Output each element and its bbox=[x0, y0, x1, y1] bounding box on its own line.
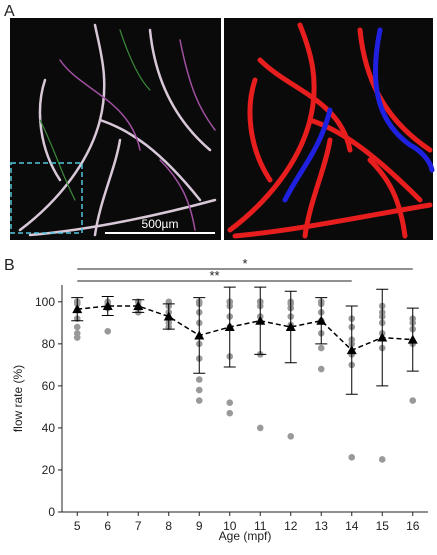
comparison-label: ** bbox=[209, 268, 219, 283]
data-point bbox=[195, 376, 203, 383]
data-point bbox=[378, 456, 386, 463]
data-point bbox=[256, 424, 264, 432]
data-point bbox=[317, 344, 325, 352]
y-tick-label: 60 bbox=[42, 379, 56, 393]
mean-marker bbox=[194, 330, 205, 340]
data-point bbox=[104, 327, 112, 335]
x-tick-label: 5 bbox=[74, 519, 81, 533]
x-tick-label: 6 bbox=[104, 519, 111, 533]
data-point bbox=[195, 386, 203, 394]
data-point bbox=[348, 454, 356, 461]
y-axis-label: flow rate (%) bbox=[11, 365, 25, 432]
panel-label: A bbox=[4, 3, 15, 20]
data-point bbox=[317, 365, 325, 373]
x-axis-label: Age (mpf) bbox=[219, 529, 272, 543]
x-tick-label: 16 bbox=[406, 519, 420, 533]
y-tick-label: 80 bbox=[42, 337, 56, 351]
mean-marker bbox=[346, 345, 357, 355]
x-tick-label: 12 bbox=[284, 519, 298, 533]
x-tick-label: 15 bbox=[376, 519, 390, 533]
scale-bar-label: 500µm bbox=[142, 217, 179, 231]
data-point bbox=[195, 397, 203, 404]
x-tick-label: 13 bbox=[315, 519, 329, 533]
mean-marker bbox=[72, 304, 83, 314]
data-point bbox=[226, 409, 234, 417]
x-tick-label: 14 bbox=[345, 519, 359, 533]
mean-line bbox=[77, 305, 413, 352]
mean-marker bbox=[255, 315, 266, 325]
mean-marker bbox=[224, 322, 235, 332]
mean-marker bbox=[377, 332, 388, 342]
panel-label: B bbox=[4, 257, 15, 274]
x-tick-label: 8 bbox=[165, 519, 172, 533]
mean-marker bbox=[407, 334, 418, 344]
y-tick-label: 100 bbox=[35, 295, 55, 309]
x-tick-label: 7 bbox=[135, 519, 142, 533]
data-point bbox=[226, 399, 234, 407]
mean-marker bbox=[285, 322, 296, 332]
comparison-label: * bbox=[242, 256, 247, 271]
mean-marker bbox=[102, 301, 113, 311]
micrograph-left: 500µm bbox=[10, 18, 221, 240]
data-point bbox=[409, 397, 417, 404]
data-point bbox=[73, 334, 81, 341]
mean-marker bbox=[133, 301, 144, 311]
mean-marker bbox=[163, 311, 174, 321]
y-tick-label: 40 bbox=[42, 421, 56, 435]
y-tick-label: 20 bbox=[42, 463, 56, 477]
mean-marker bbox=[316, 315, 327, 325]
x-tick-label: 9 bbox=[196, 519, 203, 533]
x-tick-label: 10 bbox=[223, 519, 237, 533]
data-point bbox=[287, 433, 295, 440]
micrograph-right bbox=[224, 18, 435, 240]
data-point bbox=[73, 323, 81, 331]
y-tick-label: 0 bbox=[48, 505, 55, 519]
x-tick-label: 11 bbox=[254, 519, 267, 533]
